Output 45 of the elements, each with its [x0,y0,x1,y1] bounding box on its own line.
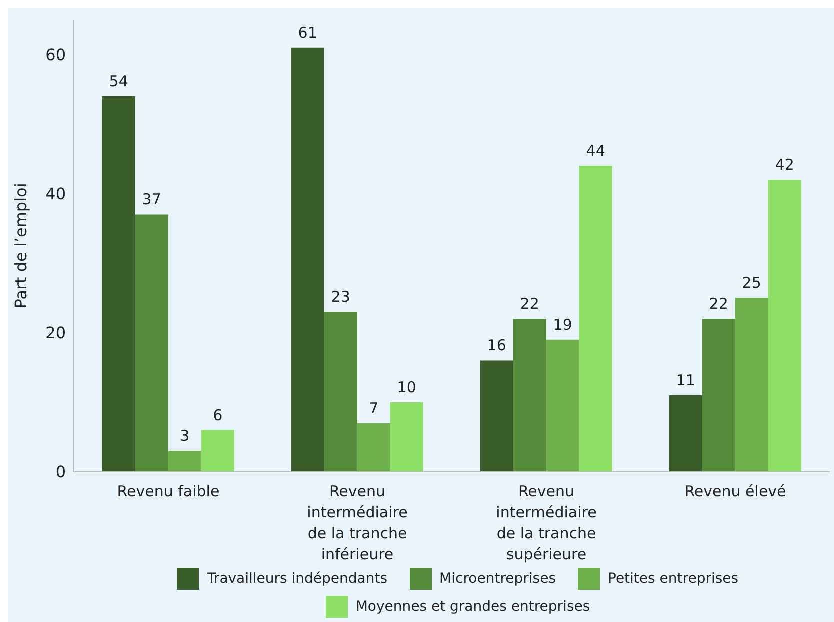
bar [357,423,390,472]
data-label: 22 [709,295,728,314]
bar [768,180,802,472]
legend-label: Microentreprises [438,570,556,589]
data-label: 42 [775,156,794,174]
data-label: 3 [180,427,190,446]
y-tick-label: 40 [46,184,66,204]
bar [168,451,202,472]
data-label: 7 [369,399,379,418]
data-label: 54 [109,72,128,90]
data-label: 6 [213,406,223,424]
bar [324,312,358,472]
bar [702,319,736,472]
data-label: 44 [586,142,606,160]
bar [480,360,514,472]
bar [669,396,702,472]
y-tick-label: 20 [46,324,66,343]
data-label: 16 [487,336,506,355]
x-tick-label: Revenu faible [117,482,220,501]
data-label: 23 [331,288,350,306]
bar [579,166,612,472]
legend-label: Moyennes et grandes entreprises [354,598,590,617]
x-tick-label: Revenu élevé [684,482,786,501]
bar [390,402,424,472]
x-tick-label: Revenu intermédiaire de la tranche inférieure [307,482,408,564]
data-label: 19 [553,316,572,334]
bar [513,319,546,472]
bar [201,430,234,472]
bar [291,48,324,472]
x-tick-label: Revenu intermédiaire de la tranche supérieure [496,482,597,564]
bar [735,298,768,472]
legend-label: Travailleurs indépendants [206,570,388,589]
bar [546,340,580,472]
data-label: 37 [142,190,162,209]
data-label: 61 [298,24,318,42]
bar [102,96,136,472]
data-label: 25 [742,274,762,292]
data-label: 10 [397,378,416,396]
data-label: 11 [676,372,696,390]
legend-label: Petites entreprises [607,570,739,589]
bar [135,214,168,472]
y-tick-label: 60 [46,45,66,64]
y-tick-label: 0 [56,462,66,482]
data-label: 22 [520,295,540,314]
y-axis-title: Part de l’emploi [12,183,31,309]
